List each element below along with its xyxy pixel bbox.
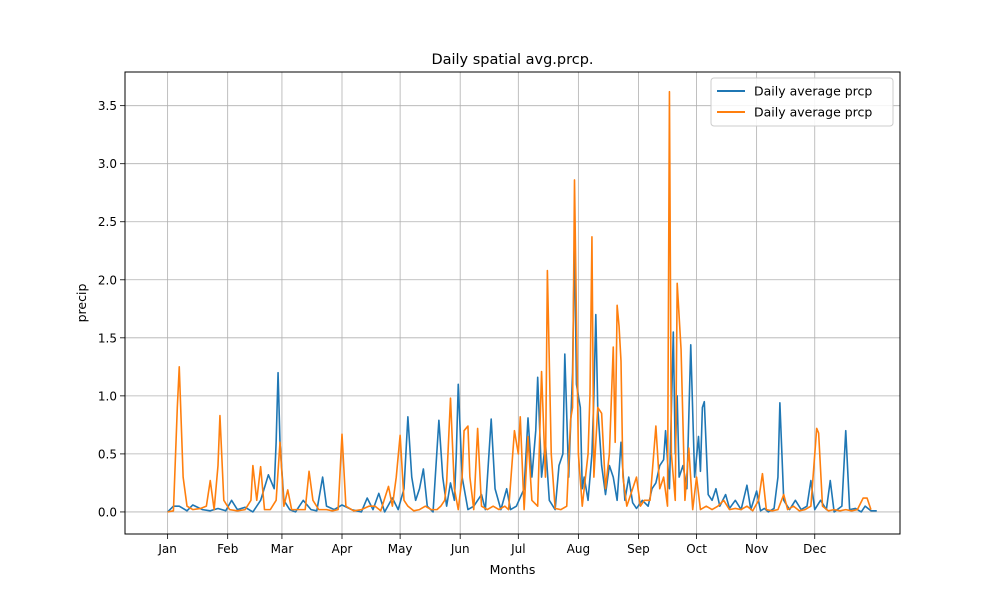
series-layer: [167, 90, 877, 513]
x-tick-label: Aug: [567, 542, 590, 556]
y-tick-label: 2.0: [98, 273, 117, 287]
legend-box: [710, 77, 894, 127]
y-axis-label: precip: [74, 284, 89, 323]
legend-label: Daily average prcp: [754, 105, 872, 120]
x-tick-label: May: [388, 542, 413, 556]
x-axis-label: Months: [490, 562, 536, 577]
x-tick-label: Feb: [217, 542, 238, 556]
x-tick-label: Dec: [803, 542, 826, 556]
x-tick-label: Apr: [332, 542, 353, 556]
y-tick-label: 1.5: [98, 331, 117, 345]
legend: Daily average prcp Daily average prcp: [710, 77, 894, 127]
y-tick-label: 1.0: [98, 389, 117, 403]
chart-title: Daily spatial avg.prcp.: [431, 52, 593, 68]
ticks: Jan Feb Mar Apr May Jun Jul Aug Sep Oct Nov Dec 0.0 0…: [98, 99, 826, 556]
y-tick-label: 3.5: [98, 99, 117, 113]
series-line-2: [167, 90, 872, 513]
y-tick-label: 0.0: [98, 505, 117, 519]
x-tick-label: Mar: [271, 542, 294, 556]
x-tick-label: Nov: [745, 542, 768, 556]
x-tick-label: Jul: [510, 542, 525, 556]
y-tick-label: 3.0: [98, 157, 117, 171]
y-tick-label: 0.5: [98, 447, 117, 461]
plot-frame: [124, 71, 901, 535]
legend-label: Daily average prcp: [754, 84, 872, 99]
y-tick-label: 2.5: [98, 215, 117, 229]
x-tick-label: Jan: [157, 542, 177, 556]
x-tick-label: Jun: [450, 542, 470, 556]
x-tick-label: Oct: [686, 542, 707, 556]
x-tick-label: Sep: [627, 542, 650, 556]
